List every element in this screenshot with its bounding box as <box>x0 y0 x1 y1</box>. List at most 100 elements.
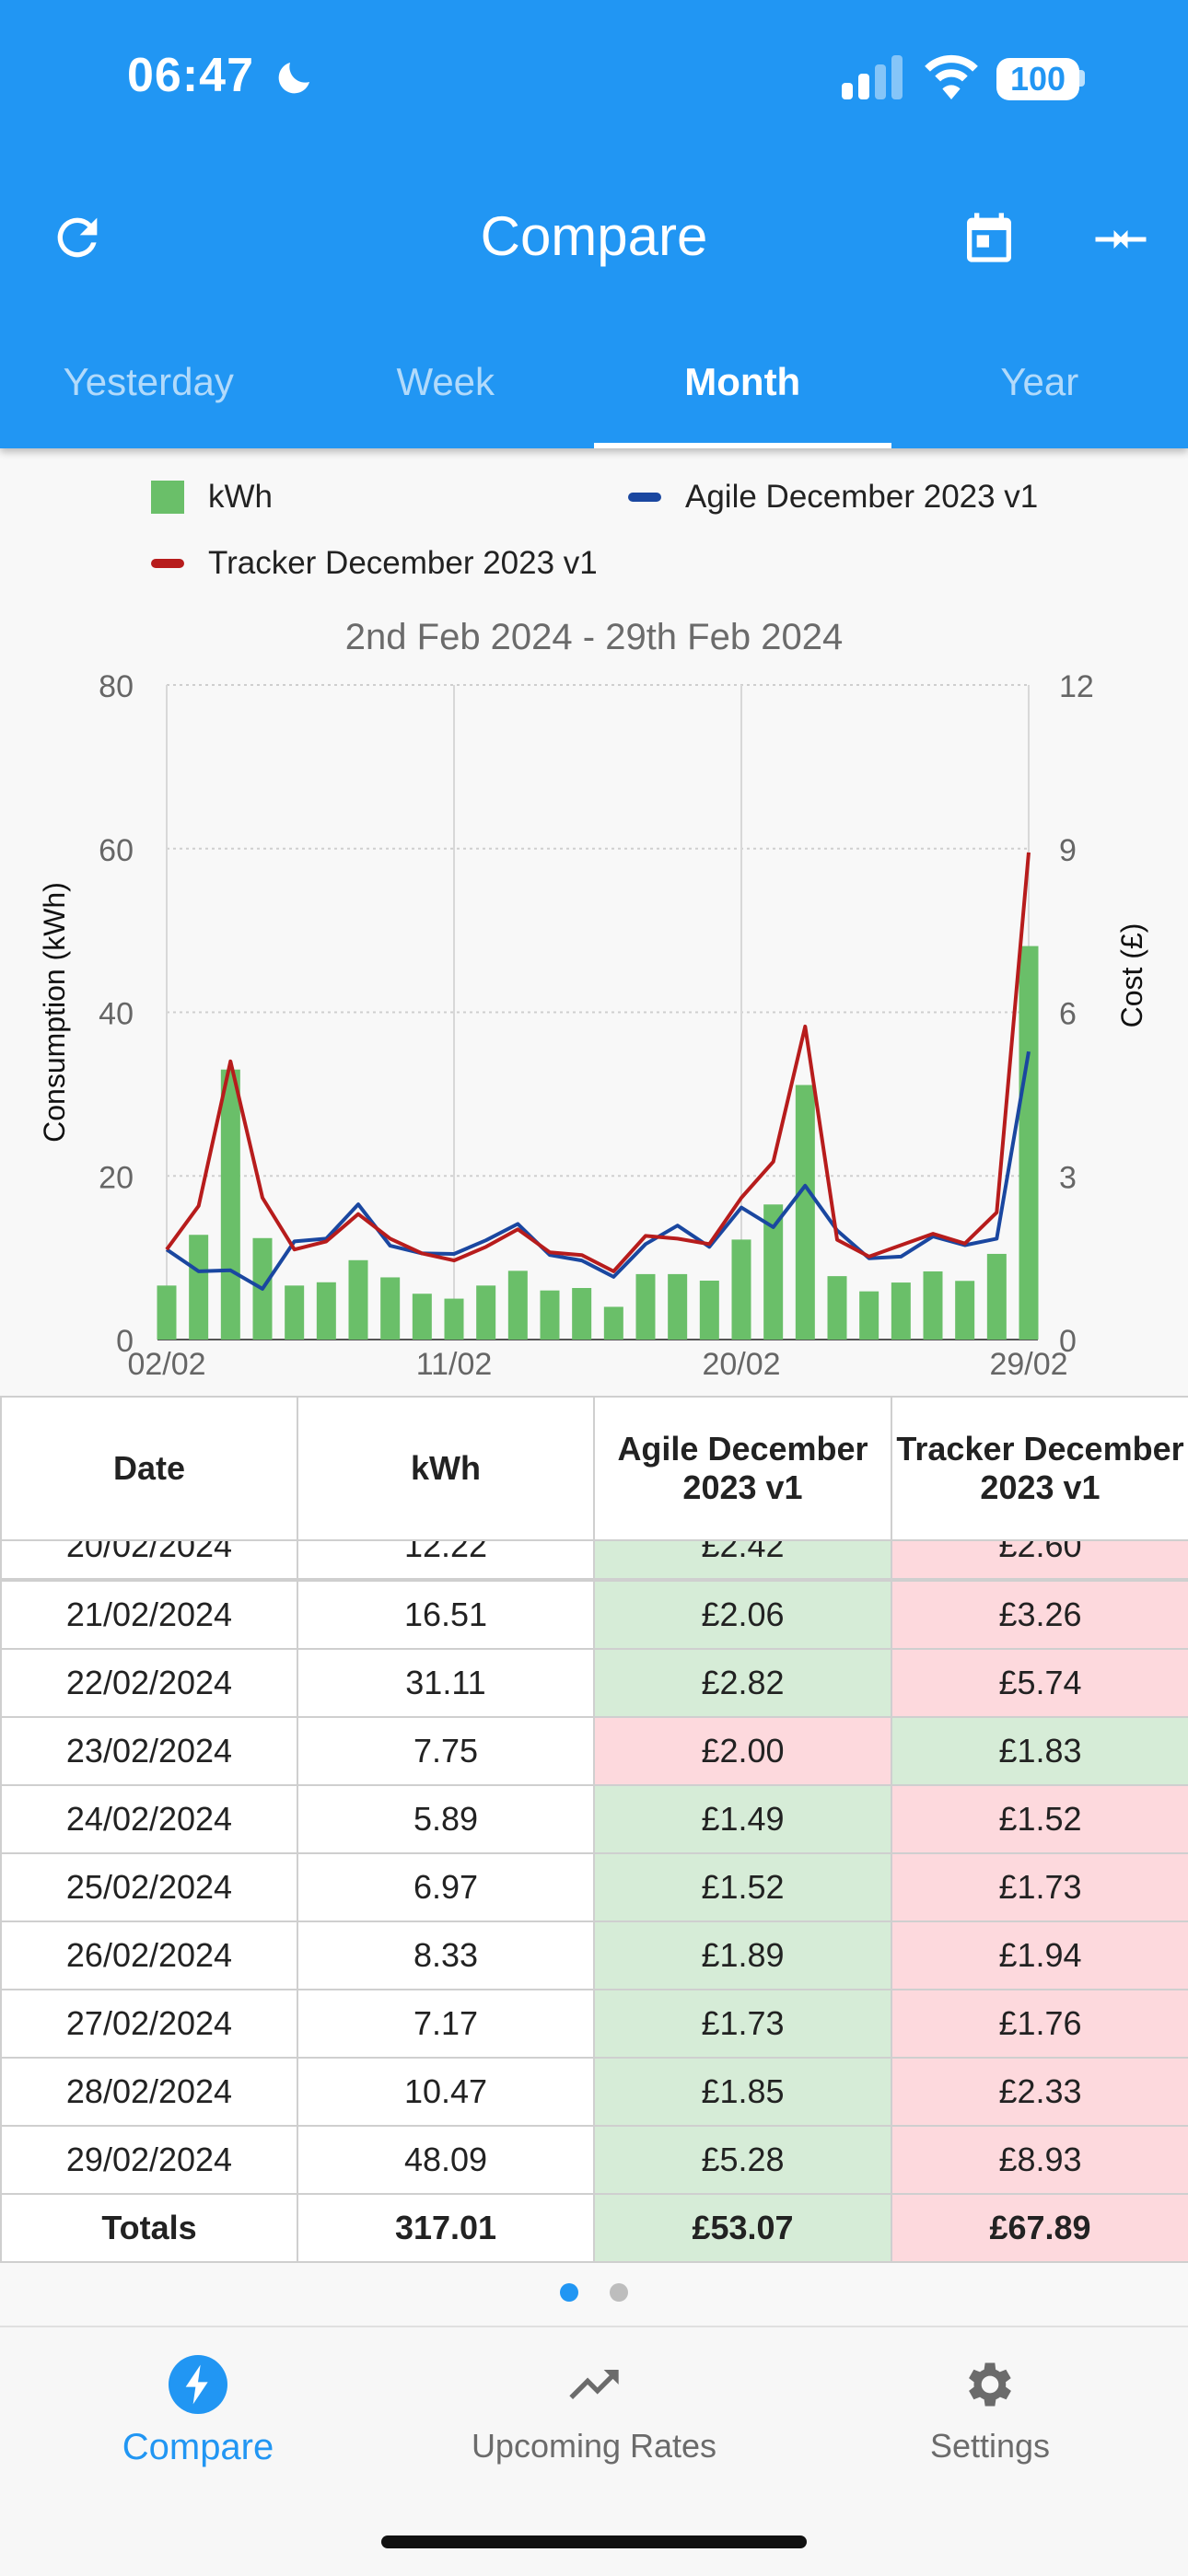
kwh-bar <box>413 1294 432 1340</box>
totals-row: Totals 317.01 £53.07 £67.89 <box>1 2194 1188 2262</box>
cell-kwh: 7.75 <box>297 1717 594 1785</box>
kwh-bar <box>541 1291 560 1340</box>
y-tick-label-right: 6 <box>1059 997 1077 1032</box>
compare-arrows-icon[interactable] <box>1090 212 1151 267</box>
home-indicator <box>381 2535 807 2548</box>
x-tick-label: 02/02 <box>127 1347 205 1382</box>
cell-kwh: 10.47 <box>297 2058 594 2126</box>
kwh-bar <box>828 1276 847 1340</box>
cell-kwh: 7.17 <box>297 1990 594 2058</box>
cell-date: 28/02/2024 <box>1 2058 297 2126</box>
nav-settings-label: Settings <box>930 2427 1050 2465</box>
cell-tracker-cost: £5.74 <box>891 1649 1188 1717</box>
tab-month[interactable]: Month <box>594 350 891 448</box>
y-tick-label-left: 20 <box>99 1160 134 1195</box>
kwh-bar <box>732 1239 751 1340</box>
legend-tracker: Tracker December 2023 v1 <box>151 545 598 582</box>
header-date[interactable]: Date <box>1 1397 297 1540</box>
page-dot-1[interactable] <box>560 2283 578 2302</box>
x-tick-label: 20/02 <box>702 1347 780 1382</box>
x-tick-label: 11/02 <box>416 1347 493 1382</box>
y-tick-label-left: 40 <box>99 997 134 1032</box>
y-tick-label-right: 12 <box>1059 669 1094 704</box>
kwh-bar <box>955 1281 974 1340</box>
tab-week[interactable]: Week <box>297 350 595 448</box>
kwh-bar <box>572 1288 591 1340</box>
wifi-icon <box>923 53 980 99</box>
legend-tracker-swatch <box>151 559 184 568</box>
cellular-signal-icon <box>842 55 904 99</box>
header-agile[interactable]: Agile December 2023 v1 <box>594 1397 891 1540</box>
nav-upcoming-rates-label: Upcoming Rates <box>472 2427 716 2465</box>
kwh-bar <box>445 1299 464 1340</box>
cell-agile-cost: £5.28 <box>594 2126 891 2194</box>
header-tracker[interactable]: Tracker December 2023 v1 <box>891 1397 1188 1540</box>
y-tick-label-left: 60 <box>99 833 134 868</box>
cell-date: 22/02/2024 <box>1 1649 297 1717</box>
cell-tracker-cost: £1.76 <box>891 1990 1188 2058</box>
cell-agile-cost: £2.00 <box>594 1717 891 1785</box>
chart-title: 2nd Feb 2024 - 29th Feb 2024 <box>0 617 1188 658</box>
cell-tracker-cost: £1.83 <box>891 1717 1188 1785</box>
kwh-bar <box>221 1070 240 1340</box>
kwh-bar <box>636 1274 656 1340</box>
cell-agile-cost: £1.73 <box>594 1990 891 2058</box>
battery-tip <box>1079 70 1085 87</box>
cell-agile-cost: £2.82 <box>594 1649 891 1717</box>
gear-icon <box>961 2355 1019 2414</box>
tab-year[interactable]: Year <box>891 350 1188 448</box>
cell-kwh: 12.22 <box>297 1541 594 1580</box>
cell-tracker-cost: £1.94 <box>891 1921 1188 1990</box>
scrolled-partial-row: 20/02/2024 12.22 £2.42 £2.60 <box>0 1541 1188 1580</box>
kwh-bar <box>1019 946 1039 1340</box>
kwh-bar <box>924 1271 943 1340</box>
y-axis-title-left: Consumption (kWh) <box>38 882 71 1143</box>
tab-yesterday[interactable]: Yesterday <box>0 350 297 448</box>
moon-icon <box>273 55 317 99</box>
totals-kwh: 317.01 <box>297 2194 594 2262</box>
tracker-cost-line <box>167 853 1029 1271</box>
cost-lines <box>167 853 1029 1289</box>
cell-tracker-cost: £2.60 <box>891 1541 1188 1580</box>
battery-indicator: 100 <box>996 58 1079 100</box>
cell-date: 27/02/2024 <box>1 1990 297 2058</box>
cell-agile-cost: £1.52 <box>594 1853 891 1921</box>
legend-agile: Agile December 2023 v1 <box>628 479 1038 516</box>
calendar-icon[interactable] <box>960 208 1019 267</box>
cell-kwh: 8.33 <box>297 1921 594 1990</box>
nav-upcoming-rates[interactable]: Upcoming Rates <box>396 2355 792 2466</box>
kwh-bar <box>380 1277 400 1340</box>
cell-agile-cost: £2.06 <box>594 1581 891 1649</box>
cell-tracker-cost: £2.33 <box>891 2058 1188 2126</box>
kwh-bar <box>604 1306 623 1340</box>
page-dot-2[interactable] <box>610 2283 628 2302</box>
legend-agile-label: Agile December 2023 v1 <box>685 479 1038 516</box>
status-time: 06:47 <box>127 48 254 103</box>
kwh-bar <box>700 1281 719 1340</box>
header-kwh[interactable]: kWh <box>297 1397 594 1540</box>
comparison-table: Date kWh Agile December 2023 v1 Tracker … <box>0 1396 1188 2263</box>
y-axis-title-right: Cost (£) <box>1115 923 1148 1028</box>
cell-agile-cost: £1.85 <box>594 2058 891 2126</box>
cell-tracker-cost: £3.26 <box>891 1581 1188 1649</box>
table-row[interactable]: 20/02/2024 12.22 £2.42 £2.60 <box>1 1541 1188 1580</box>
y-tick-label-left: 80 <box>99 669 134 704</box>
kwh-bar <box>317 1282 336 1340</box>
kwh-bar <box>796 1085 815 1340</box>
cell-agile-cost: £2.42 <box>594 1541 891 1580</box>
legend-kwh: kWh <box>151 479 273 516</box>
nav-settings[interactable]: Settings <box>792 2355 1188 2466</box>
nav-compare-label: Compare <box>122 2427 274 2467</box>
kwh-bar <box>987 1254 1007 1340</box>
nav-compare[interactable]: Compare <box>0 2355 396 2468</box>
